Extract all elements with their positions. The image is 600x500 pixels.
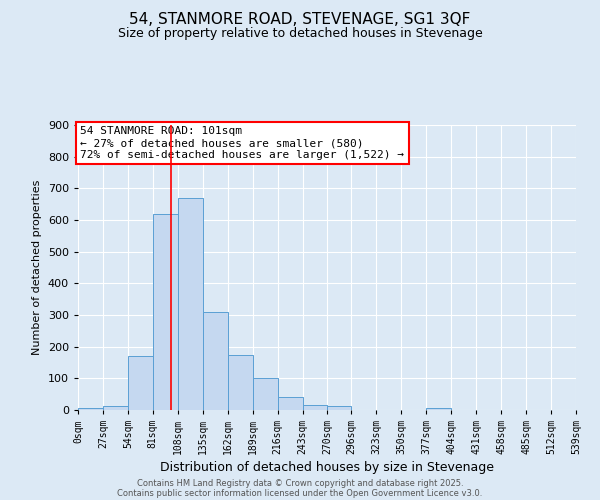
Bar <box>302 405 328 410</box>
Text: 54 STANMORE ROAD: 101sqm
← 27% of detached houses are smaller (580)
72% of semi-: 54 STANMORE ROAD: 101sqm ← 27% of detach… <box>80 126 404 160</box>
Text: Contains HM Land Registry data © Crown copyright and database right 2025.: Contains HM Land Registry data © Crown c… <box>137 478 463 488</box>
Text: Size of property relative to detached houses in Stevenage: Size of property relative to detached ho… <box>118 28 482 40</box>
Bar <box>128 356 153 410</box>
Text: 54, STANMORE ROAD, STEVENAGE, SG1 3QF: 54, STANMORE ROAD, STEVENAGE, SG1 3QF <box>130 12 470 28</box>
Bar <box>328 406 352 410</box>
Bar <box>427 408 451 410</box>
Bar <box>78 408 103 410</box>
Bar <box>103 406 128 410</box>
Bar <box>153 214 178 410</box>
Bar <box>253 378 278 410</box>
X-axis label: Distribution of detached houses by size in Stevenage: Distribution of detached houses by size … <box>160 461 494 474</box>
Text: Contains public sector information licensed under the Open Government Licence v3: Contains public sector information licen… <box>118 488 482 498</box>
Y-axis label: Number of detached properties: Number of detached properties <box>32 180 42 355</box>
Bar <box>203 312 227 410</box>
Bar <box>227 354 253 410</box>
Bar <box>278 398 302 410</box>
Bar <box>178 198 203 410</box>
